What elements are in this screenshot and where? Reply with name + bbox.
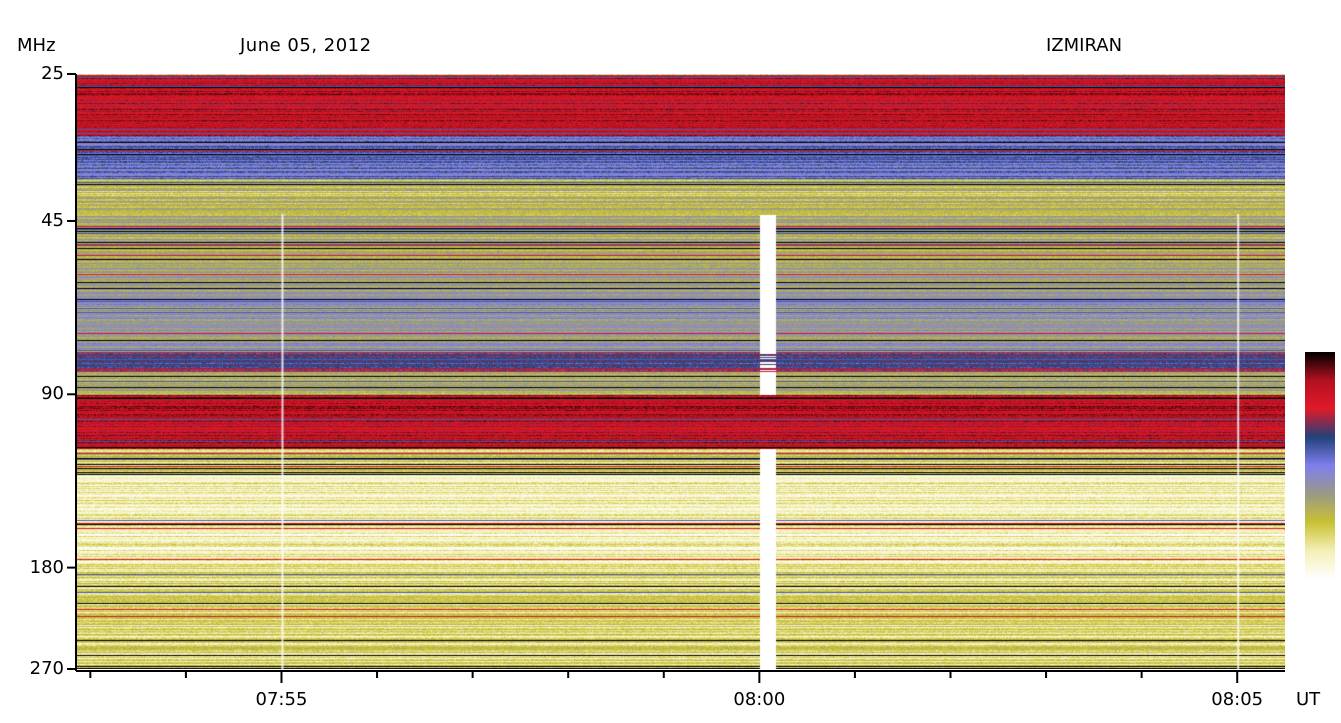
y-tick-label: 45 (41, 209, 64, 231)
x-tick-label: 08:05 (1211, 689, 1264, 710)
colorbar (1305, 352, 1335, 579)
chart-title-date: June 05, 2012 (240, 35, 372, 56)
observatory-label: IZMIRAN (1046, 35, 1123, 56)
y-tick-label: 25 (41, 63, 64, 84)
y-tick-label: 180 (29, 556, 64, 578)
y-tick-label: 270 (29, 658, 64, 679)
x-axis-unit-label: UT (1296, 689, 1321, 710)
y-axis-unit-label: MHz (17, 35, 56, 56)
x-tick-label: 08:00 (733, 689, 786, 710)
dynamic-spectrum-heatmap (76, 74, 1285, 669)
y-tick-label: 90 (41, 383, 64, 405)
x-tick-label: 07:55 (255, 689, 308, 710)
